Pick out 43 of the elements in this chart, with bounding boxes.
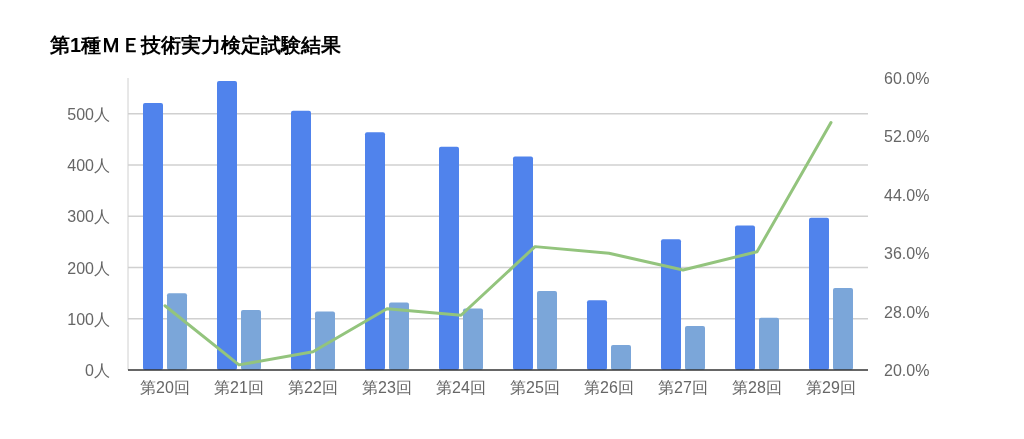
y2-tick-label: 28.0%: [884, 303, 930, 321]
y2-tick-label: 36.0%: [884, 245, 930, 263]
bar: [365, 132, 385, 370]
y-tick-label: 300人: [67, 208, 110, 226]
y-tick-label: 400人: [67, 157, 110, 175]
bar: [537, 291, 557, 370]
x-tick-label: 第27回: [658, 379, 708, 396]
bar: [587, 300, 607, 370]
x-tick-label: 第20回: [140, 379, 190, 396]
bar: [833, 288, 853, 370]
bar: [143, 103, 163, 370]
bar: [217, 81, 237, 370]
bar: [513, 156, 533, 370]
bar: [661, 239, 681, 370]
x-tick-label: 第29回: [806, 379, 856, 396]
y-tick-label: 0人: [85, 362, 110, 379]
bar: [315, 311, 335, 370]
chart-title: 第1種ＭＥ技術実力検定試験結果: [49, 34, 343, 56]
x-tick-label: 第22回: [288, 379, 338, 396]
bar: [759, 317, 779, 370]
x-tick-label: 第28回: [732, 379, 782, 396]
y-tick-label: 500人: [67, 105, 110, 123]
x-tick-label: 第21回: [214, 379, 264, 396]
bar: [439, 146, 459, 370]
x-tick-label: 第25回: [510, 379, 560, 396]
y-tick-label: 100人: [67, 310, 110, 328]
x-tick-label: 第23回: [362, 379, 412, 396]
x-tick-label: 第24回: [436, 379, 486, 396]
x-tick-label: 第26回: [584, 379, 634, 396]
y2-tick-label: 60.0%: [884, 70, 930, 87]
bar: [809, 217, 829, 370]
bar: [241, 310, 261, 370]
bar: [611, 344, 631, 370]
bar: [685, 325, 705, 370]
bar: [389, 302, 409, 370]
y2-tick-label: 20.0%: [884, 362, 930, 379]
bar: [463, 308, 483, 370]
y-tick-label: 200人: [67, 259, 110, 277]
y2-tick-label: 52.0%: [884, 128, 930, 146]
bar: [735, 225, 755, 370]
bar: [167, 293, 187, 370]
y2-tick-label: 44.0%: [884, 186, 930, 204]
bar: [291, 110, 311, 370]
